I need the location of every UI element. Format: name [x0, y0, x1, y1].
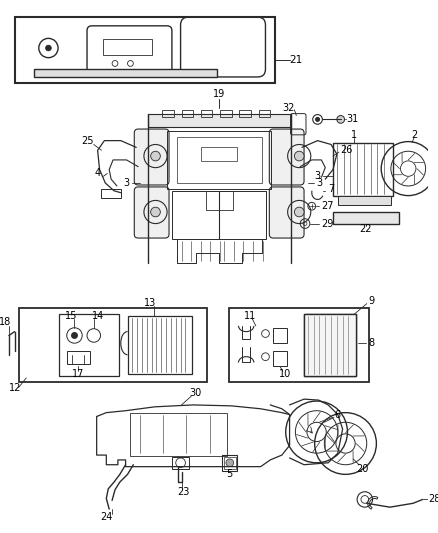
Bar: [162, 110, 174, 117]
Bar: [103, 39, 152, 55]
Text: 17: 17: [72, 369, 85, 379]
Text: 19: 19: [213, 90, 225, 99]
FancyBboxPatch shape: [134, 129, 169, 185]
Text: 27: 27: [321, 201, 333, 211]
Bar: [177, 137, 261, 183]
Text: 32: 32: [283, 103, 295, 113]
Text: 9: 9: [368, 296, 374, 306]
Text: 3: 3: [124, 178, 130, 188]
Bar: [220, 110, 232, 117]
Text: 28: 28: [428, 495, 438, 504]
Bar: [333, 212, 399, 223]
Bar: [131, 413, 227, 456]
Text: 29: 29: [321, 219, 333, 229]
Text: 4: 4: [95, 168, 101, 179]
Bar: [201, 110, 212, 117]
Bar: [128, 316, 192, 374]
Text: 26: 26: [340, 146, 353, 155]
Bar: [67, 351, 90, 365]
Circle shape: [151, 207, 160, 217]
Circle shape: [46, 45, 51, 51]
Bar: [224, 457, 236, 469]
Bar: [102, 189, 121, 198]
Text: 22: 22: [360, 224, 372, 235]
Text: 18: 18: [0, 317, 11, 327]
Text: 3: 3: [316, 178, 322, 188]
Text: 1: 1: [351, 130, 357, 140]
Text: 23: 23: [177, 487, 190, 497]
Text: 12: 12: [8, 383, 21, 393]
Text: 10: 10: [279, 369, 291, 379]
Circle shape: [151, 151, 160, 161]
Text: 14: 14: [92, 311, 104, 321]
Text: 21: 21: [290, 54, 303, 64]
Bar: [304, 314, 356, 376]
Bar: [259, 110, 270, 117]
Text: 5: 5: [226, 470, 233, 479]
Text: 25: 25: [82, 135, 94, 146]
Circle shape: [71, 333, 78, 338]
Bar: [229, 309, 369, 382]
Bar: [338, 196, 391, 205]
Text: 20: 20: [357, 464, 369, 474]
Bar: [304, 314, 356, 376]
Circle shape: [294, 151, 304, 161]
Circle shape: [337, 116, 345, 123]
FancyBboxPatch shape: [269, 129, 304, 185]
Bar: [206, 191, 233, 210]
Bar: [273, 351, 287, 366]
Text: 7: 7: [328, 184, 334, 194]
Text: 3: 3: [314, 171, 321, 181]
Bar: [172, 191, 266, 239]
Bar: [201, 147, 237, 161]
Bar: [222, 455, 237, 471]
Text: 13: 13: [144, 297, 156, 308]
FancyBboxPatch shape: [269, 187, 304, 238]
Bar: [172, 457, 189, 469]
Bar: [34, 69, 217, 77]
Text: 31: 31: [346, 115, 358, 124]
Bar: [240, 110, 251, 117]
Text: 15: 15: [65, 311, 78, 321]
Text: 2: 2: [411, 130, 417, 140]
Text: 24: 24: [100, 512, 113, 522]
Bar: [59, 314, 119, 376]
Bar: [167, 131, 271, 189]
Circle shape: [294, 207, 304, 217]
Text: 30: 30: [189, 389, 201, 398]
FancyBboxPatch shape: [134, 187, 169, 238]
Bar: [15, 17, 275, 83]
Text: 8: 8: [368, 338, 374, 348]
Circle shape: [226, 459, 233, 467]
Bar: [181, 110, 193, 117]
Bar: [333, 142, 393, 196]
Bar: [148, 114, 290, 127]
Circle shape: [316, 117, 319, 122]
Text: 11: 11: [244, 311, 256, 321]
Bar: [273, 328, 287, 343]
Bar: [18, 309, 207, 382]
Text: 6: 6: [335, 409, 341, 419]
